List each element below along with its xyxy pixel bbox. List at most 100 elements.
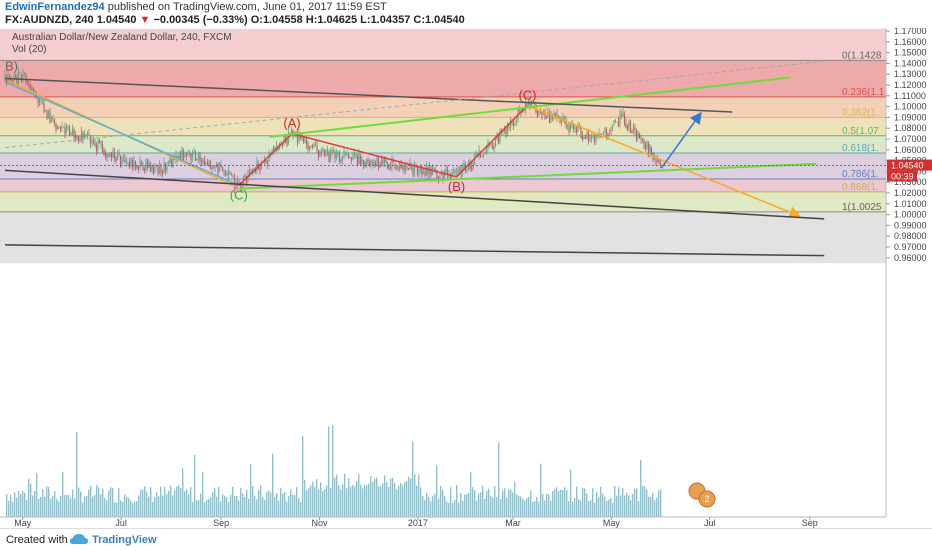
candle-body — [332, 149, 335, 153]
candle-body — [323, 150, 326, 157]
candle-body — [310, 145, 312, 148]
candle-body — [305, 139, 308, 144]
candle-body — [47, 111, 50, 117]
drawing-channel[interactable] — [238, 162, 817, 190]
tradingview-logo-text[interactable]: TradingView — [92, 534, 157, 546]
candle-body — [400, 164, 402, 169]
candle-body — [356, 155, 359, 166]
candle-body — [461, 165, 464, 173]
volume-bar — [362, 488, 364, 517]
x-tick-label: Sep — [802, 518, 818, 528]
volume-bar — [396, 489, 398, 517]
volume-bar — [556, 487, 558, 517]
y-tick-label: 1.11000 — [894, 91, 926, 101]
volume-bar — [438, 498, 440, 517]
y-tick-label: 1.09000 — [894, 112, 927, 122]
drawing-wave[interactable] — [238, 104, 529, 186]
candle-body — [521, 110, 524, 113]
candle-body — [388, 166, 390, 169]
candle-body — [82, 132, 84, 139]
volume-bar — [42, 489, 44, 517]
drawing-trend[interactable] — [527, 104, 802, 218]
drawing-dashed[interactable] — [4, 60, 825, 149]
volume-bar — [460, 492, 462, 517]
author-name[interactable]: EdwinFernandez94 — [5, 1, 105, 13]
candle-body — [581, 135, 584, 140]
candle-body — [265, 159, 267, 164]
volume-bar — [356, 481, 358, 517]
volume-bar — [616, 495, 618, 517]
candle-body — [158, 164, 161, 172]
volume-bar — [550, 500, 552, 517]
drawing-trend[interactable] — [4, 244, 825, 257]
volume-bar — [498, 442, 500, 517]
candle-body — [349, 157, 351, 159]
candle-body — [493, 146, 495, 150]
volume-bar — [118, 488, 120, 517]
candle-body — [55, 123, 57, 131]
volume-bar — [540, 463, 542, 517]
candle-body — [254, 168, 257, 173]
candle-body — [245, 175, 248, 184]
volume-bar — [352, 485, 354, 517]
candle-body — [160, 166, 162, 173]
volume-bar — [112, 488, 114, 517]
candle-body — [509, 119, 512, 128]
candle-body — [362, 160, 365, 165]
candle-body — [634, 127, 636, 131]
volume-bar — [152, 501, 154, 517]
volume-bar — [376, 477, 378, 517]
candle-body — [571, 120, 573, 125]
candle-body — [583, 137, 585, 139]
volume-bar — [528, 496, 530, 517]
candle-body — [145, 159, 147, 170]
volume-bar — [398, 485, 400, 517]
volume-bar — [218, 486, 220, 517]
volume-bar — [406, 481, 408, 517]
volume-bar — [350, 486, 352, 517]
last-price-tag — [887, 159, 932, 171]
drawing-trend[interactable] — [4, 169, 825, 220]
volume-bar — [172, 495, 174, 517]
chart-area[interactable]: B) (A) (B) (C) (C) 0(1.1428 0.236(1.1 0.382(1.… — [0, 28, 932, 528]
candle-body — [515, 121, 518, 123]
candle-body — [29, 85, 32, 91]
volume-bar — [310, 485, 312, 517]
price-chart-svg[interactable]: B) (A) (B) (C) (C) 0(1.1428 0.236(1.1 0.382(1.… — [0, 28, 932, 528]
volume-indicator-label[interactable]: Vol (20) — [12, 44, 46, 55]
volume-bar — [186, 489, 188, 517]
volume-bar — [206, 499, 208, 517]
event-badge-icon[interactable] — [698, 490, 716, 508]
volume-bar — [602, 493, 604, 517]
drawing-trend[interactable] — [4, 77, 733, 113]
symbol-label[interactable]: FX:AUDNZD, 240 — [5, 14, 94, 26]
candle-body — [560, 120, 563, 123]
candle-body — [589, 138, 591, 140]
volume-bar — [270, 492, 272, 517]
candle-body — [58, 127, 60, 128]
volume-bar — [428, 496, 430, 517]
drawing-channel[interactable] — [269, 76, 791, 138]
candle-body — [146, 162, 149, 168]
volume-bar — [522, 498, 524, 517]
candle-body — [646, 141, 648, 148]
drawing-projection[interactable] — [660, 111, 702, 169]
candle-body — [371, 162, 374, 164]
candle-body — [184, 155, 186, 158]
candle-body — [205, 163, 207, 164]
volume-bar — [544, 500, 546, 517]
volume-bar — [640, 459, 642, 517]
volume-bar — [266, 491, 268, 517]
volume-bar — [506, 497, 508, 517]
drawing-trend[interactable] — [4, 81, 240, 187]
volume-bar — [40, 497, 42, 517]
candle-body — [187, 153, 189, 155]
candle-body — [350, 158, 353, 161]
y-tick-label: 1.13000 — [894, 69, 927, 79]
volume-bar — [580, 500, 582, 517]
candle-body — [658, 159, 660, 163]
candle-body — [19, 72, 21, 74]
volume-bar — [586, 493, 588, 517]
candle-body — [541, 112, 543, 116]
volume-bar — [554, 488, 556, 517]
